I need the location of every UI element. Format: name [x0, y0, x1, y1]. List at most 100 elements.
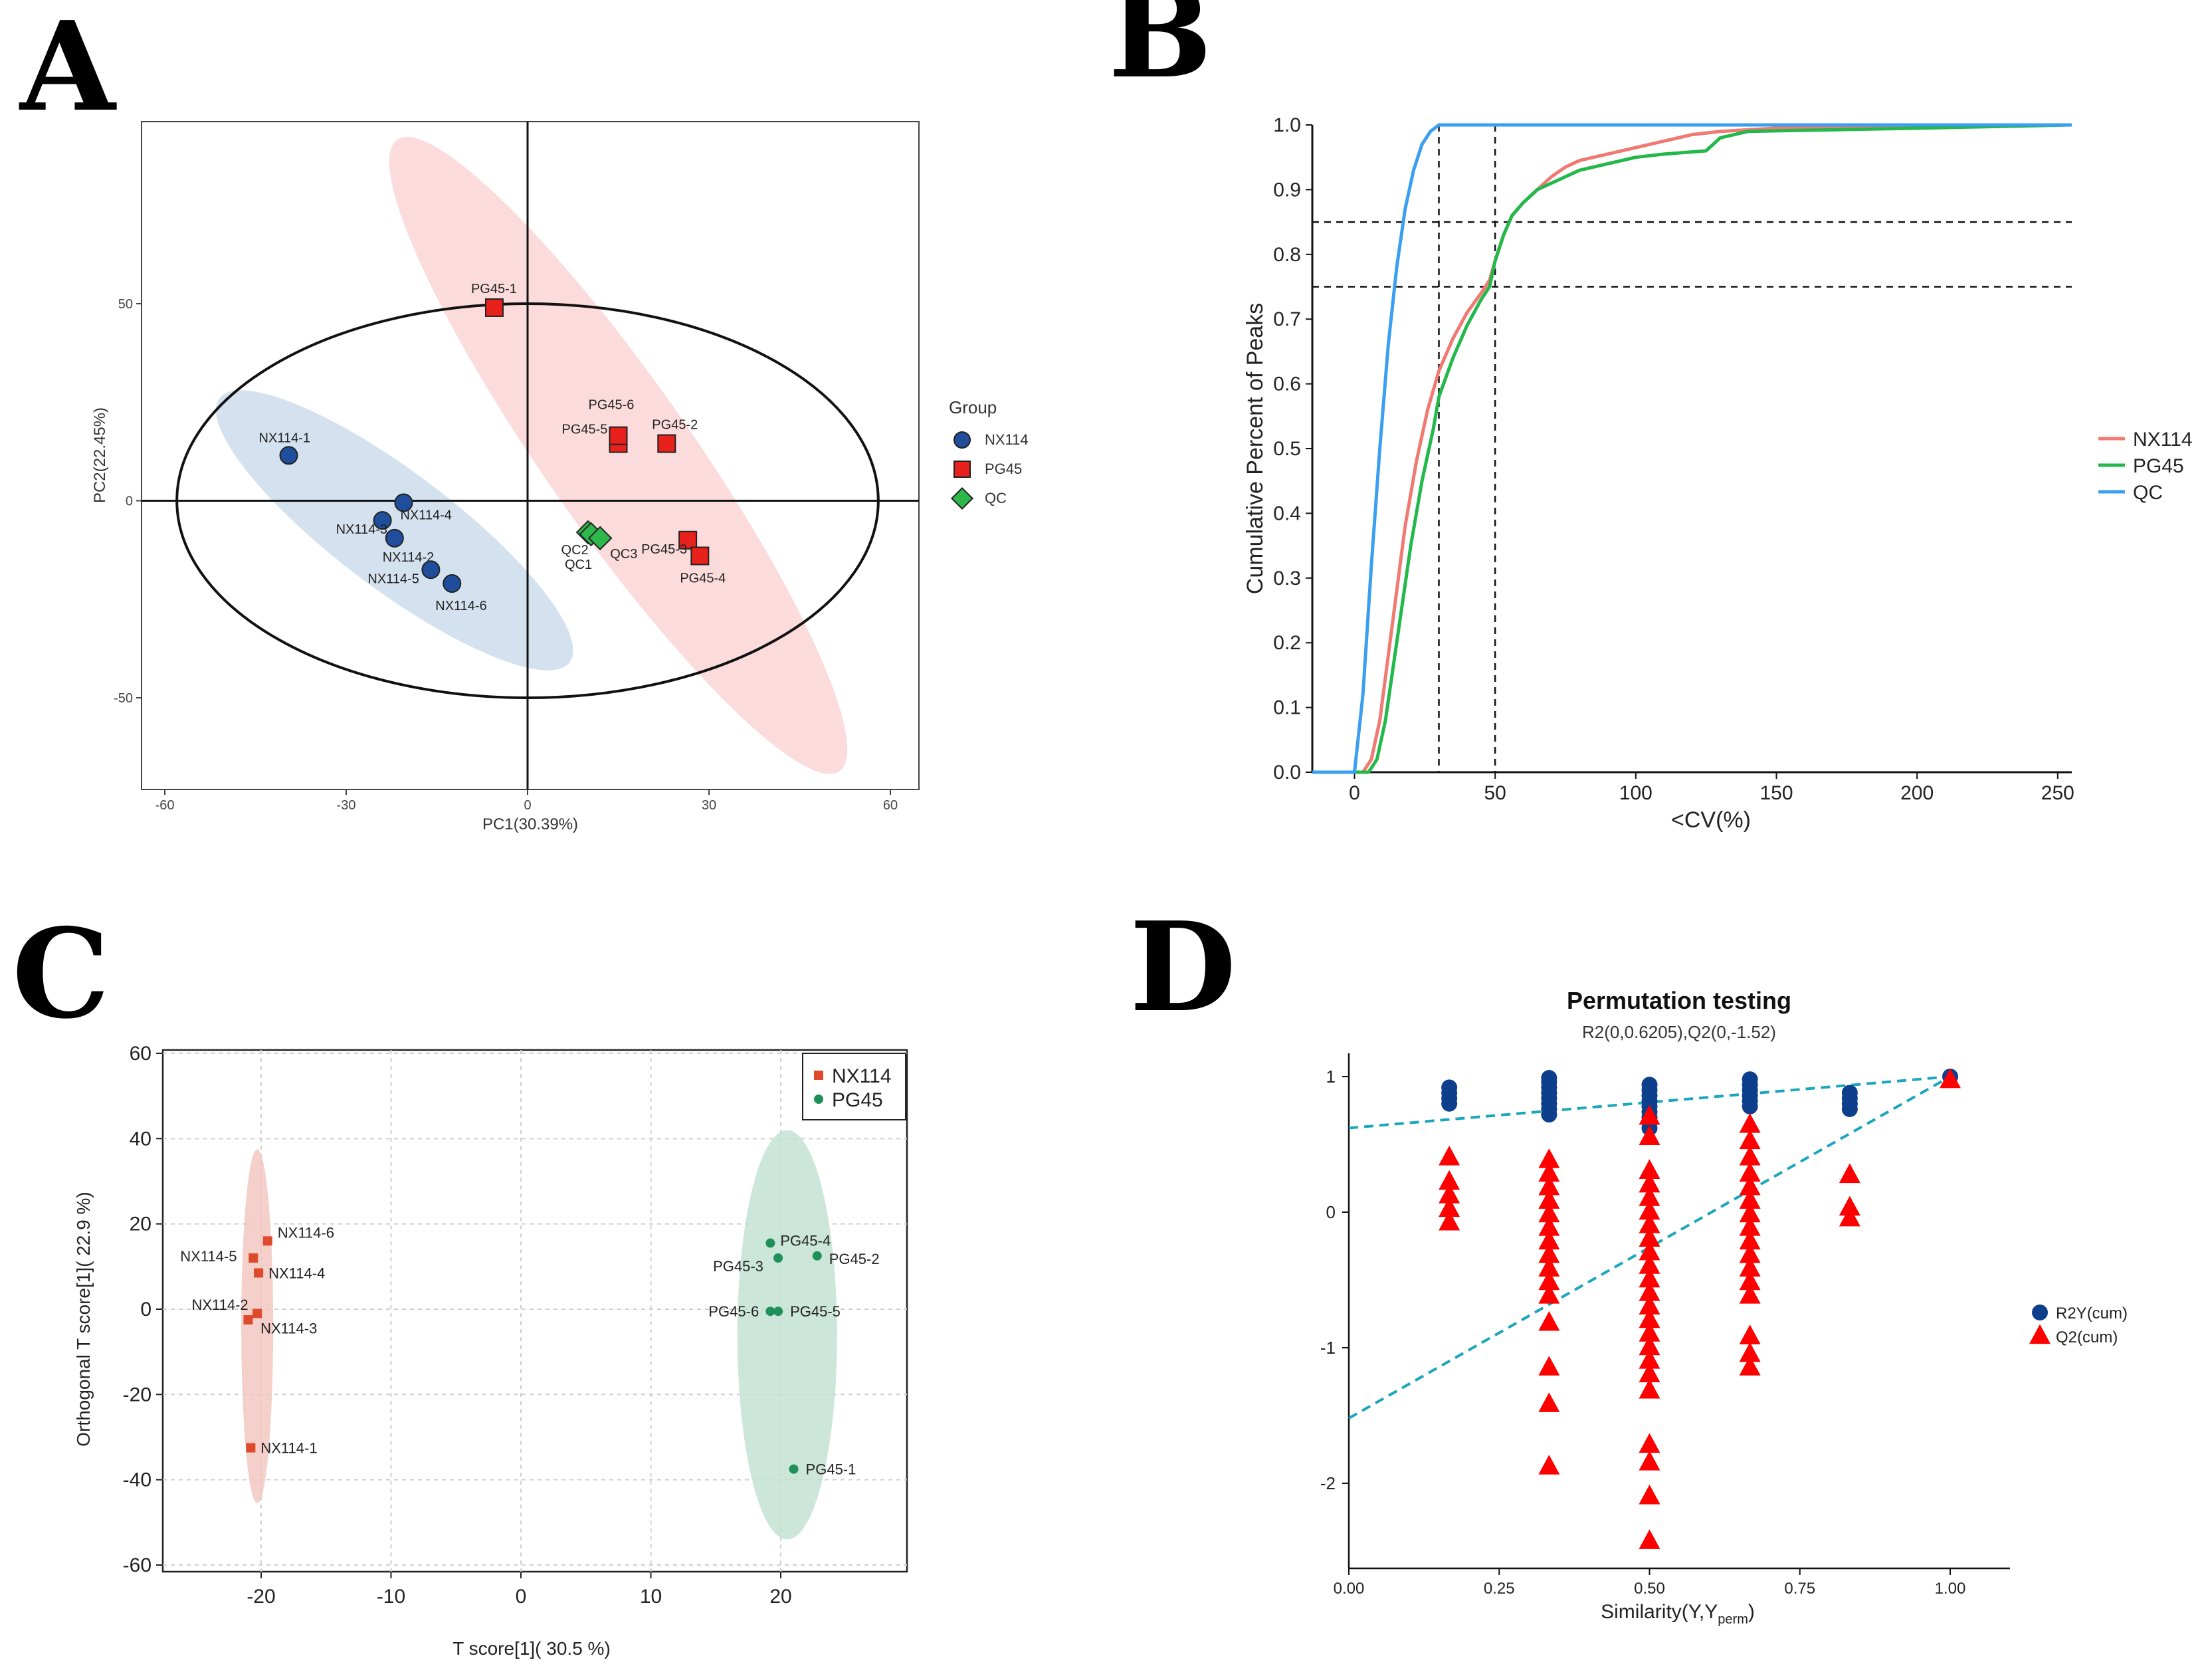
panel-d-x-label: Similarity(Y,Yperm) [1601, 1601, 1755, 1627]
q2-point [1439, 1170, 1460, 1190]
legend-marker-q2 [2029, 1324, 2051, 1344]
legend-marker-pg45 [814, 1095, 823, 1104]
q2-point [1538, 1455, 1560, 1475]
point-label: PG45-3 [713, 1258, 763, 1275]
panel-a-y-label: PC2(22.45%) [91, 407, 109, 503]
panel-letter-a: A [19, 0, 117, 139]
y-tick-label: 0.6 [1273, 373, 1301, 395]
panel-letter-b: B [1108, 0, 1212, 106]
point-nx114-4 [394, 493, 413, 512]
panel-d-x-label-sub: perm [1718, 1612, 1748, 1627]
point-label: QC2 [561, 543, 589, 558]
q2-point [1538, 1175, 1560, 1196]
q2-point [1639, 1295, 1660, 1314]
q2-point [1639, 1227, 1660, 1247]
point-label: NX114-1 [259, 431, 310, 445]
q2-point [1538, 1202, 1560, 1223]
point-label: NX114-6 [278, 1224, 334, 1241]
pg45-confidence-ellipse [389, 137, 848, 774]
q2-point [1639, 1267, 1660, 1288]
q2-point [1538, 1257, 1560, 1277]
point-nx114-6 [443, 574, 462, 593]
point-label: NX114-3 [260, 1320, 317, 1336]
q2-point [1739, 1189, 1761, 1209]
q2-point [1439, 1210, 1460, 1231]
q2-point [1839, 1163, 1860, 1184]
x-tick-label: 150 [1759, 782, 1793, 804]
point-label: PG45-4 [680, 572, 726, 586]
point-qc3 [587, 526, 613, 551]
q2-point [1839, 1196, 1860, 1216]
x-tick-label: 0.25 [1484, 1580, 1515, 1598]
q2-point [1739, 1175, 1761, 1196]
legend-label-pg45: PG45 [832, 1089, 883, 1111]
x-tick-label: 30 [702, 798, 716, 813]
y-tick-label: 0 [126, 494, 133, 509]
q2-point [1639, 1104, 1660, 1125]
point-label: PG45-1 [806, 1461, 856, 1478]
x-tick-label: 60 [883, 798, 898, 813]
y-tick-label: 0.9 [1273, 179, 1301, 201]
point-label: QC1 [565, 558, 592, 572]
q2-point [1639, 1322, 1660, 1342]
x-tick-label: 250 [2041, 782, 2074, 804]
point-pg45-5 [773, 1307, 783, 1316]
point-nx114-1 [279, 446, 298, 465]
point-pg45-2 [657, 434, 676, 453]
legend-marker-nx114 [953, 431, 971, 449]
q2-point [1639, 1362, 1660, 1382]
point-pg45-3 [773, 1253, 783, 1263]
legend-marker-pg45 [953, 461, 971, 478]
q2-point [1639, 1200, 1660, 1220]
q2-point [1940, 1068, 1961, 1089]
panel-d-title: Permutation testing [1567, 987, 1791, 1014]
intercept-trend-line [1348, 1075, 1951, 1130]
panel-c-y-label: Orthogonal T score[1]( 22.9 %) [73, 1192, 94, 1446]
q2-point [1538, 1284, 1560, 1304]
point-label: NX114-5 [367, 572, 419, 586]
x-tick-label: 0 [524, 798, 531, 813]
legend-label-nx114: NX114 [832, 1065, 892, 1087]
point-label: QC3 [610, 547, 637, 562]
point-nx114-2 [243, 1315, 253, 1325]
panel-b-y-label: Cumulative Percent of Peaks [1243, 303, 1268, 594]
pg45-confidence-ellipse [737, 1130, 837, 1540]
y-tick-label: 0 [1326, 1202, 1336, 1222]
q2-point [1639, 1433, 1660, 1453]
y-tick-label: 60 [130, 1043, 151, 1065]
point-nx114-6 [262, 1236, 272, 1246]
point-label: PG45-4 [780, 1233, 831, 1249]
x-tick-label: 20 [769, 1586, 791, 1608]
y-tick-label: 0 [140, 1299, 151, 1320]
panel-a-legend-title: Group [949, 397, 997, 417]
q2-point [1739, 1356, 1761, 1376]
point-label: PG45-1 [471, 282, 517, 296]
x-tick-label: 1.00 [1935, 1580, 1966, 1598]
panel-d-x-label-main: Similarity(Y,Y [1601, 1601, 1718, 1623]
y-tick-label: -20 [123, 1384, 151, 1406]
q2-point [1538, 1392, 1560, 1412]
legend-label-q2: Q2(cum) [2056, 1328, 2118, 1346]
y-tick-label: 0.3 [1273, 568, 1301, 589]
point-pg45-1 [484, 298, 504, 317]
x-tick-label: 0.00 [1334, 1580, 1365, 1598]
point-nx114-4 [254, 1268, 264, 1278]
x-tick-label: -30 [337, 798, 356, 813]
r2y-point [1841, 1085, 1858, 1101]
q2-point [1739, 1113, 1761, 1133]
point-label: NX114-5 [180, 1248, 237, 1265]
panel-b-cv-plot: 0 50 100 150 200 250 0.0 0.1 0.2 0.3 0.4 0.5 0.6 0.7 0… [1243, 114, 2193, 833]
q2-point [1639, 1186, 1660, 1206]
y-tick-label: 20 [130, 1213, 151, 1235]
y-tick-label: 0.1 [1273, 697, 1301, 719]
panel-letter-c: C [12, 901, 110, 1046]
q2-point [1639, 1159, 1660, 1179]
point-nx114-5 [421, 560, 441, 579]
panel-a-x-label: PC1(30.39%) [482, 815, 578, 833]
point-pg45-1 [789, 1464, 799, 1474]
point-label: PG45-6 [708, 1303, 759, 1320]
x-tick-label: 50 [1484, 782, 1506, 804]
y-tick-label: 0.4 [1273, 502, 1301, 524]
panel-c-x-label: T score[1]( 30.5 %) [452, 1638, 611, 1659]
